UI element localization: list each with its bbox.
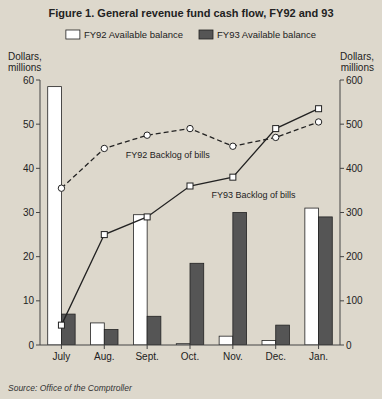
line-label: FY92 Backlog of bills — [126, 150, 211, 160]
line — [61, 122, 318, 188]
y-tick-label: 60 — [23, 75, 35, 86]
marker — [101, 232, 107, 238]
marker — [315, 119, 321, 125]
axes: 01020304050600100200300400500600JulyAug.… — [23, 75, 363, 363]
y2-tick — [340, 168, 344, 169]
bar — [233, 213, 247, 346]
bar — [104, 330, 118, 345]
x-tick — [275, 345, 276, 349]
x-tick-label: Dec. — [265, 351, 286, 362]
chart: Figure 1. General revenue fund cash flow… — [0, 0, 382, 399]
bar — [305, 208, 319, 345]
legend-label: FY93 Available balance — [217, 29, 316, 40]
y2-axis-label: millions — [341, 62, 374, 73]
y-tick — [36, 80, 40, 81]
y-tick-label: 10 — [23, 295, 35, 306]
y2-tick — [340, 300, 344, 301]
y-tick — [36, 256, 40, 257]
x-tick-label: Sept. — [135, 351, 158, 362]
y2-tick — [340, 124, 344, 125]
marker — [187, 183, 193, 189]
bar — [91, 323, 105, 345]
y-tick — [36, 345, 40, 346]
x-tick — [61, 345, 62, 349]
x-tick — [190, 345, 191, 349]
x-tick — [104, 345, 105, 349]
source: Source: Office of the Comptroller — [8, 383, 133, 393]
bar — [319, 217, 333, 345]
marker — [101, 145, 107, 151]
x-tick-label: Aug. — [94, 351, 115, 362]
bar — [147, 316, 161, 345]
y2-axis-label: Dollars, — [340, 51, 374, 62]
line-label: FY93 Backlog of bills — [211, 190, 296, 200]
marker — [144, 214, 150, 220]
x-tick — [318, 345, 319, 349]
marker — [273, 134, 279, 140]
x-tick — [147, 345, 148, 349]
y2-tick-label: 500 — [346, 119, 363, 130]
bar — [276, 325, 290, 345]
y2-tick-label: 600 — [346, 75, 363, 86]
marker — [230, 143, 236, 149]
y2-tick — [340, 345, 344, 346]
y2-tick — [340, 256, 344, 257]
y-tick-label: 50 — [23, 119, 35, 130]
bar — [133, 215, 147, 345]
x-tick-label: Nov. — [223, 351, 243, 362]
marker — [273, 126, 279, 132]
y2-tick — [340, 80, 344, 81]
title: Figure 1. General revenue fund cash flow… — [48, 7, 333, 19]
y-tick — [36, 300, 40, 301]
y-tick-label: 20 — [23, 251, 35, 262]
y-tick-label: 40 — [23, 163, 35, 174]
legend-label: FY92 Available balance — [84, 29, 183, 40]
y-tick — [36, 212, 40, 213]
y2-tick-label: 100 — [346, 295, 363, 306]
marker — [144, 132, 150, 138]
bar — [190, 263, 204, 345]
y2-tick-label: 400 — [346, 163, 363, 174]
x-tick — [232, 345, 233, 349]
legend: FY92 Available balance FY93 Available bal… — [66, 29, 316, 40]
bar — [262, 341, 276, 345]
y2-tick-label: 0 — [346, 340, 352, 351]
marker — [316, 106, 322, 112]
x-tick-label: July — [53, 351, 71, 362]
bar — [219, 336, 233, 345]
y-axis-label: Dollars, — [8, 51, 42, 62]
legend-swatch — [66, 30, 80, 39]
x-tick-label: Jan. — [309, 351, 328, 362]
bar — [48, 87, 62, 345]
y2-tick-label: 300 — [346, 207, 363, 218]
y-tick — [36, 124, 40, 125]
marker — [58, 322, 64, 328]
marker — [187, 125, 193, 131]
x-tick-label: Oct. — [181, 351, 199, 362]
line — [61, 109, 318, 325]
y-tick-label: 0 — [28, 340, 34, 351]
y2-tick — [340, 212, 344, 213]
marker — [58, 185, 64, 191]
y-tick-label: 30 — [23, 207, 35, 218]
y-axis-label: millions — [8, 62, 41, 73]
legend-swatch — [199, 30, 213, 39]
bar — [61, 314, 75, 345]
background — [0, 0, 382, 399]
y2-tick-label: 200 — [346, 251, 363, 262]
plot-area — [48, 87, 333, 345]
marker — [230, 174, 236, 180]
y-tick — [36, 168, 40, 169]
